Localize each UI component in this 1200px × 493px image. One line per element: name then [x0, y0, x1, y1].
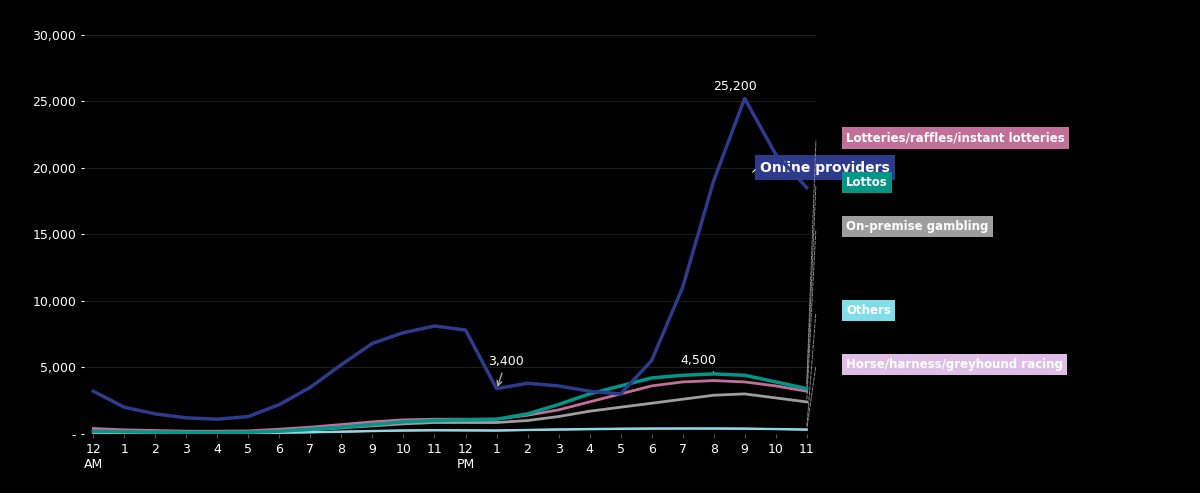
Text: Horse/harness/greyhound racing: Horse/harness/greyhound racing — [846, 358, 1063, 371]
Text: 3,400: 3,400 — [488, 354, 523, 386]
Text: 25,200: 25,200 — [714, 80, 757, 93]
Text: Others: Others — [846, 304, 890, 317]
Text: On-premise gambling: On-premise gambling — [846, 220, 989, 233]
Text: 4,500: 4,500 — [680, 354, 716, 367]
Text: Lottos: Lottos — [846, 176, 888, 189]
Text: Online providers: Online providers — [760, 161, 890, 175]
Text: Lotteries/raffles/instant lotteries: Lotteries/raffles/instant lotteries — [846, 132, 1064, 144]
